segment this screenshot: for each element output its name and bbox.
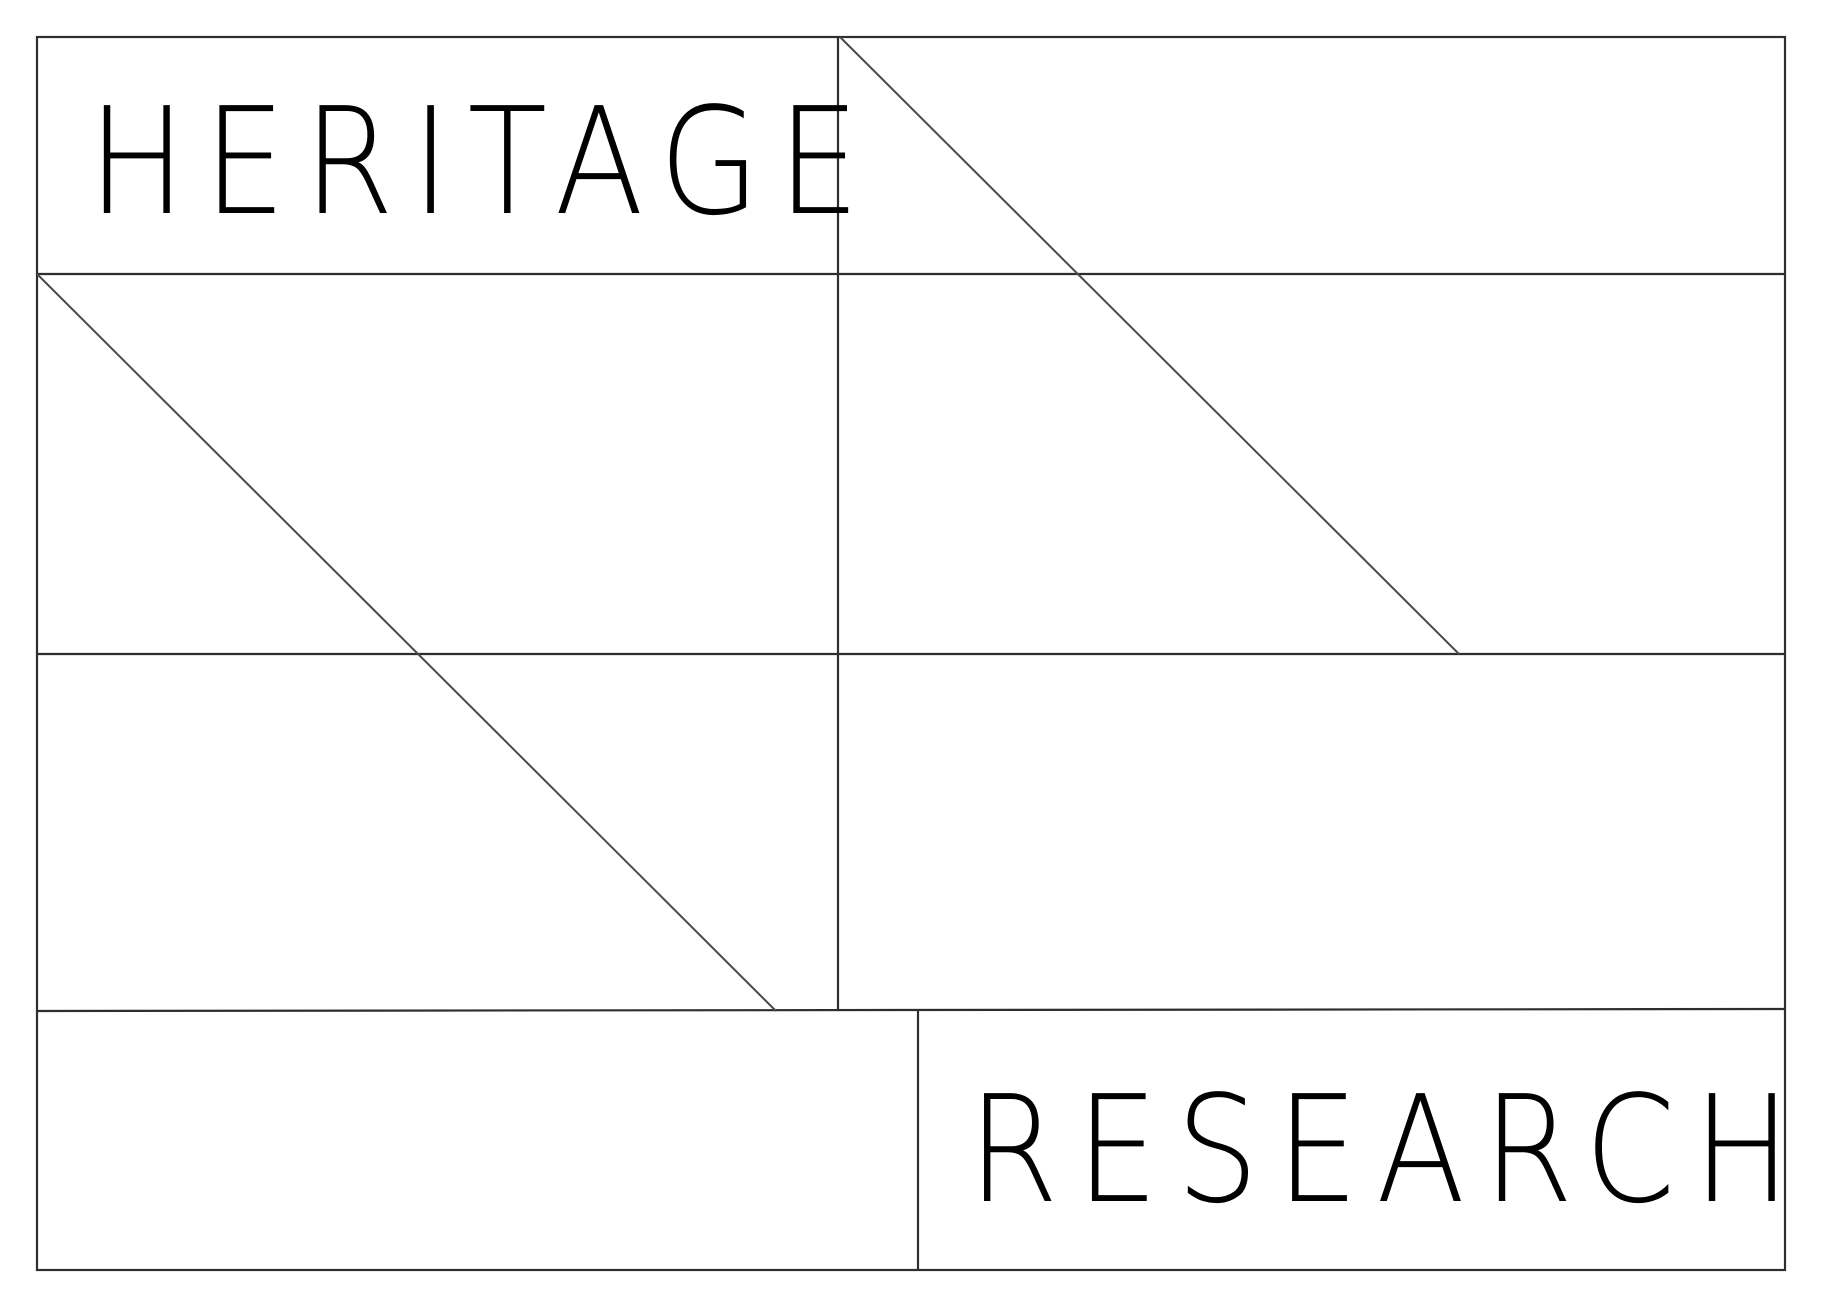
divider-row-3 bbox=[36, 1007, 1786, 1013]
diagonal-left bbox=[36, 273, 777, 1012]
diagonal-right bbox=[839, 36, 1460, 655]
logo-word-heritage: HERITAGE bbox=[88, 76, 878, 248]
logo-word-research: RESEARCH bbox=[968, 1064, 1809, 1236]
